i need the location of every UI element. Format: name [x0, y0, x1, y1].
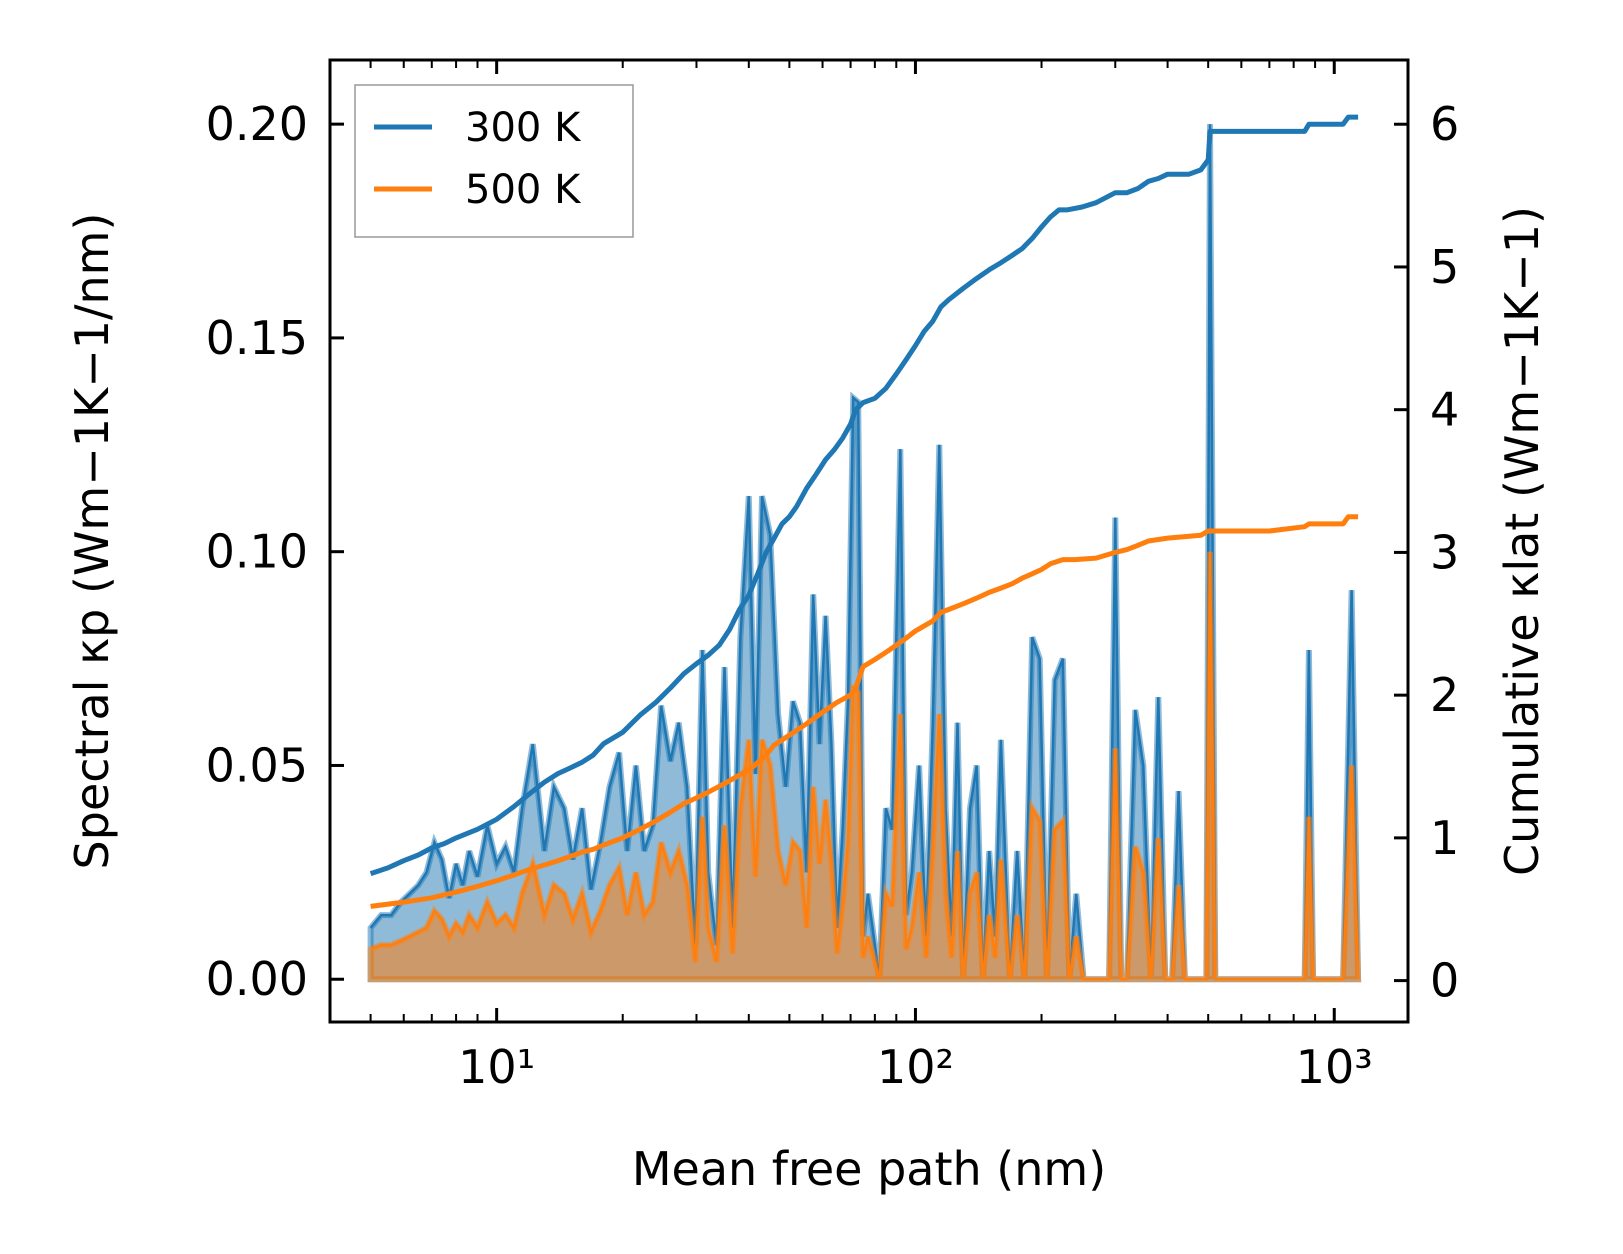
x-tick-label: 10² — [877, 1040, 954, 1094]
plot-area — [367, 114, 1362, 983]
y-right-tick-label: 4 — [1430, 383, 1459, 437]
y-right-tick-label: 6 — [1430, 97, 1459, 151]
legend-label-500k: 500 K — [465, 167, 582, 213]
y-right-tick-label: 2 — [1430, 668, 1459, 722]
series-group — [367, 114, 1362, 983]
y-right-tick-label: 5 — [1430, 240, 1459, 294]
x-tick-label: 10¹ — [458, 1040, 535, 1094]
x-tick-label: 10³ — [1296, 1040, 1373, 1094]
y-left-axis-title: Spectral κp (Wm−1K−1/nm) — [65, 213, 119, 870]
y-left-tick-label: 0.05 — [206, 738, 308, 792]
cumulative-line-300k — [369, 114, 1359, 876]
y-left-tick-label: 0.10 — [206, 525, 308, 579]
y-right-axis-title: Cumulative κlat (Wm−1K−1) — [1495, 206, 1549, 876]
plot-frame — [328, 58, 1410, 1024]
x-axis-title: Mean free path (nm) — [632, 1142, 1106, 1196]
ticks: 10¹ 10² 10³ 0.00 0.05 0.10 0.15 0.20 0 1 2 3 4 5 6 — [206, 60, 1459, 1094]
y-left-tick-label: 0.00 — [206, 952, 308, 1006]
legend: 300 K 500 K — [354, 84, 634, 238]
y-left-tick-label: 0.15 — [206, 311, 308, 365]
y-right-tick-label: 0 — [1430, 954, 1459, 1008]
legend-box — [354, 84, 634, 238]
y-right-tick-label: 1 — [1430, 811, 1459, 865]
y-left-tick-label: 0.20 — [206, 97, 308, 151]
cumulative-line-500k — [370, 514, 1359, 909]
legend-label-300k: 300 K — [465, 105, 582, 151]
y-right-tick-label: 3 — [1430, 525, 1459, 579]
